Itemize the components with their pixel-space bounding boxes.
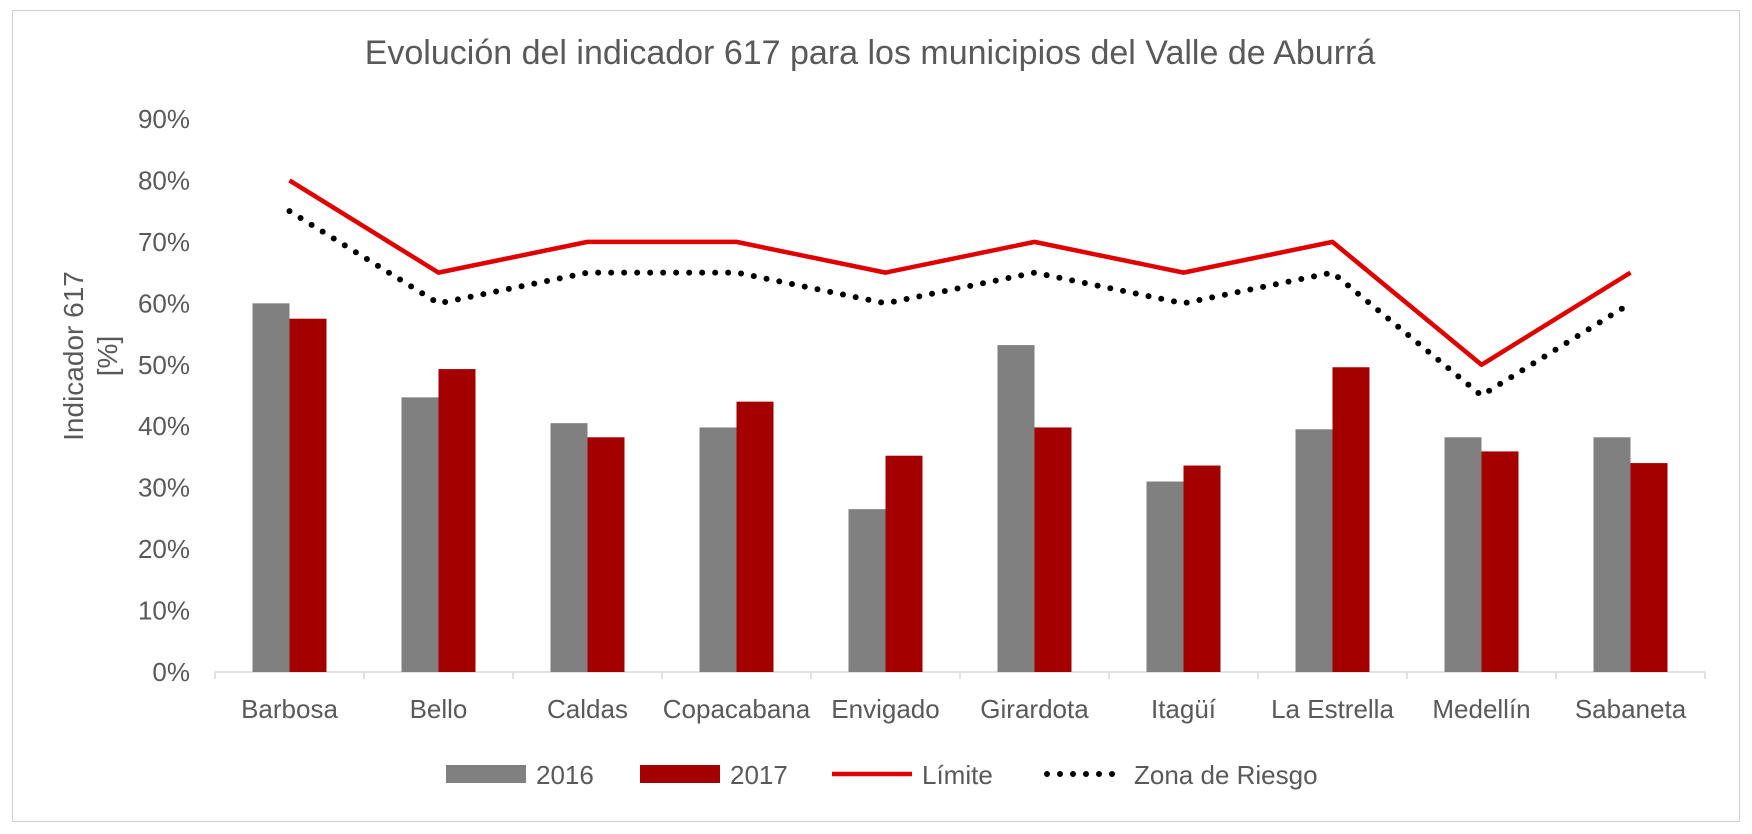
y-axis-label: Indicador 617 [%]	[58, 271, 123, 441]
bar-2016-La Estrella	[1295, 429, 1333, 672]
x-tick-label: Sabaneta	[1575, 694, 1687, 724]
bar-2017-Sabaneta	[1630, 463, 1668, 672]
bar-2016-Barbosa	[252, 303, 290, 672]
bar-2016-Caldas	[550, 423, 588, 672]
lines	[286, 178, 1634, 399]
bar-2016-Bello	[401, 397, 439, 672]
x-tick-label: Barbosa	[241, 694, 338, 724]
bar-2017-Itagüí	[1183, 465, 1221, 672]
x-tick-label: Medellín	[1432, 694, 1530, 724]
bar-2017-Envigado	[885, 455, 923, 672]
bar-2017-Bello	[438, 369, 476, 672]
x-tick-label: Bello	[410, 694, 468, 724]
y-tick-label: 50%	[138, 350, 190, 380]
legend: 2016 2017 Límite Zona de Riesgo	[446, 760, 1318, 790]
y-axis-label-line-1: Indicador 617	[58, 271, 89, 441]
bar-2017-Caldas	[587, 437, 625, 672]
bar-2016-Copacabana	[699, 427, 737, 672]
line-series-Zona de Riesgo	[286, 208, 1634, 399]
chart-frame	[12, 10, 1740, 822]
x-tick-label: Girardota	[980, 694, 1089, 724]
y-tick-label: 20%	[138, 534, 190, 564]
y-tick-label: 30%	[138, 473, 190, 503]
legend-label-2016: 2016	[536, 760, 594, 790]
x-axis	[214, 671, 1706, 679]
bar-2016-Envigado	[848, 509, 886, 672]
y-tick-label: 0%	[152, 657, 190, 687]
bar-2017-Barbosa	[289, 318, 327, 672]
legend-label-Zona de Riesgo: Zona de Riesgo	[1134, 760, 1318, 790]
bar-2017-Copacabana	[736, 401, 774, 672]
x-tick-label: Envigado	[831, 694, 939, 724]
y-tick-label: 70%	[138, 227, 190, 257]
legend-label-Límite: Límite	[922, 760, 993, 790]
bar-2016-Girardota	[997, 345, 1035, 672]
legend-swatch-2017	[640, 765, 720, 783]
x-tick-label: La Estrella	[1271, 694, 1394, 724]
y-tick-label: 90%	[138, 104, 190, 134]
y-tick-label: 40%	[138, 411, 190, 441]
bar-2017-Girardota	[1034, 427, 1072, 672]
x-tick-label: Caldas	[547, 694, 628, 724]
line-series-Límite	[288, 178, 1632, 368]
bar-2016-Itagüí	[1146, 481, 1184, 672]
legend-label-2017: 2017	[730, 760, 788, 790]
y-tick-label: 60%	[138, 288, 190, 318]
y-tick-label: 80%	[138, 165, 190, 195]
x-tick-label: Copacabana	[663, 694, 811, 724]
chart-title: Evolución del indicador 617 para los mun…	[365, 34, 1376, 72]
bar-2016-Sabaneta	[1593, 437, 1631, 672]
y-tick-label: 10%	[138, 596, 190, 626]
bar-2017-La Estrella	[1332, 367, 1370, 672]
x-tick-label: Itagüí	[1151, 694, 1217, 724]
legend-swatch-2016	[446, 765, 526, 783]
bars	[252, 303, 1668, 672]
x-axis-tick-labels: Barbosa Bello Caldas Copacabana Envigado Gira…	[241, 694, 1687, 724]
bar-2016-Medellín	[1444, 437, 1482, 672]
bar-2017-Medellín	[1481, 451, 1519, 672]
y-axis-ticks: 0% 10% 20% 30% 40% 50% 60% 70% 80% 90%	[138, 104, 190, 687]
y-axis-label-line-2: [%]	[92, 336, 123, 376]
